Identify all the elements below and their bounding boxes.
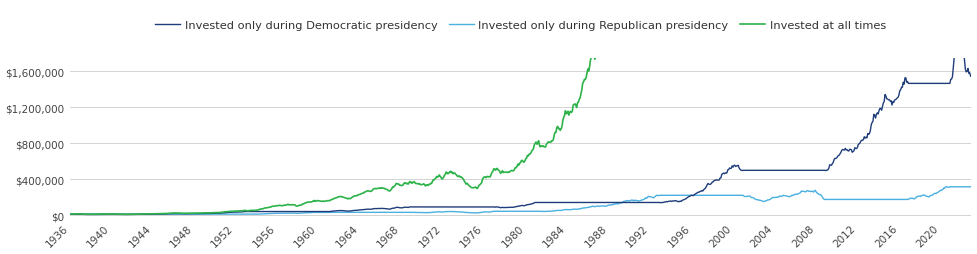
Invested only during Republican presidency: [460, 211, 472, 214]
Invested at all times: [460, 183, 472, 186]
Invested only during Republican presidency: [855, 198, 867, 201]
Invested only during Democratic presidency: [855, 140, 867, 143]
Invested only during Republican presidency: [696, 194, 707, 197]
Line: Invested at all times: Invested at all times: [69, 0, 970, 214]
Invested only during Republican presidency: [243, 213, 255, 216]
Invested only during Republican presidency: [964, 185, 976, 188]
Invested only during Republican presidency: [859, 198, 871, 201]
Line: Invested only during Republican presidency: Invested only during Republican presiden…: [69, 187, 970, 214]
Invested only during Republican presidency: [437, 211, 448, 214]
Invested at all times: [437, 177, 448, 180]
Invested at all times: [64, 213, 75, 216]
Invested only during Democratic presidency: [954, 41, 965, 44]
Invested only during Democratic presidency: [964, 75, 976, 78]
Invested only during Republican presidency: [64, 213, 75, 216]
Invested only during Democratic presidency: [460, 205, 472, 209]
Invested at all times: [84, 213, 96, 216]
Invested only during Republican presidency: [941, 185, 953, 188]
Invested only during Democratic presidency: [64, 213, 75, 216]
Invested only during Democratic presidency: [134, 213, 146, 216]
Line: Invested only during Democratic presidency: Invested only during Democratic presiden…: [69, 42, 970, 215]
Invested only during Democratic presidency: [437, 205, 448, 209]
Invested only during Democratic presidency: [696, 189, 707, 192]
Invested at all times: [134, 213, 146, 216]
Invested only during Democratic presidency: [859, 136, 871, 139]
Invested only during Republican presidency: [133, 213, 145, 216]
Invested only during Democratic presidency: [84, 213, 96, 216]
Legend: Invested only during Democratic presidency, Invested only during Republican pres: Invested only during Democratic presiden…: [150, 17, 890, 35]
